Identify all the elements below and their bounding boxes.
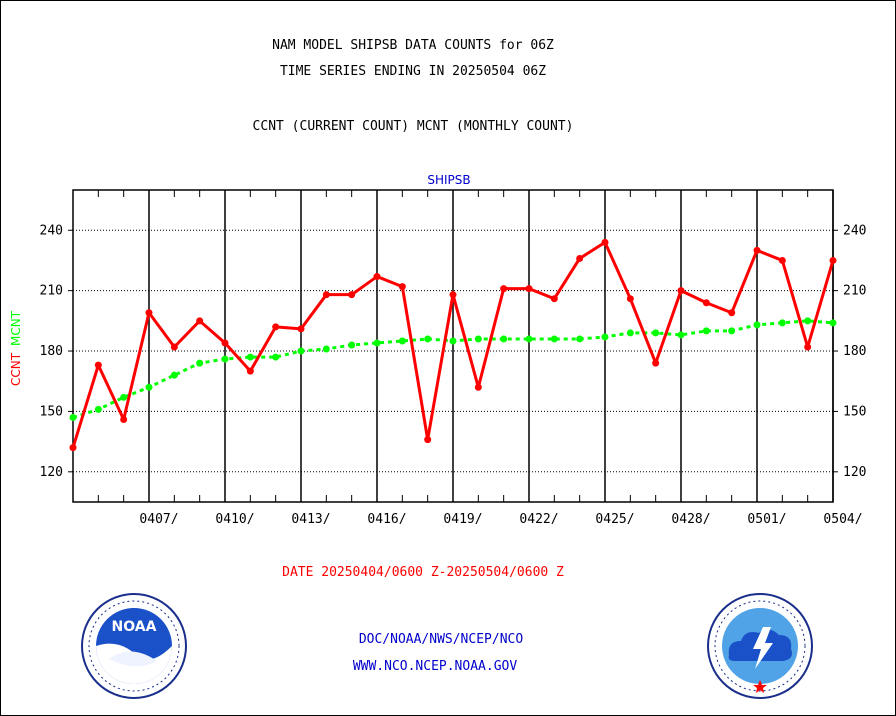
y-axis-label-ccnt: CCNT <box>9 352 23 386</box>
chart-header-line2: TIME SERIES ENDING IN 20250504 06Z <box>279 64 547 79</box>
data-point-ccnt <box>474 383 482 391</box>
data-point-ccnt <box>170 343 178 351</box>
data-point-ccnt <box>550 295 558 303</box>
data-point-mcnt <box>550 335 558 343</box>
data-point-ccnt <box>348 291 356 299</box>
x-tick-label: 0407/ <box>139 512 178 527</box>
x-tick-label: 0416/ <box>367 512 406 527</box>
x-tick-label: 0504/ <box>823 512 862 527</box>
data-point-ccnt <box>196 317 204 325</box>
data-point-ccnt <box>145 309 153 317</box>
data-point-mcnt <box>145 383 153 391</box>
x-tick-label: 0501/ <box>747 512 786 527</box>
data-point-ccnt <box>221 339 229 347</box>
nws-logo <box>707 593 813 699</box>
data-point-ccnt <box>120 415 128 423</box>
data-point-mcnt <box>601 333 609 341</box>
data-point-ccnt <box>652 359 660 367</box>
data-point-mcnt <box>322 345 330 353</box>
y-tick-label-right: 150 <box>843 404 866 419</box>
data-point-mcnt <box>449 337 457 345</box>
data-point-ccnt <box>297 325 305 333</box>
data-point-mcnt <box>804 317 812 325</box>
website-link[interactable]: WWW.NCO.NCEP.NOAA.GOV <box>352 659 518 674</box>
date-range-label: DATE 20250404/0600 Z-20250504/0600 Z <box>282 565 564 580</box>
y-tick-label-right: 240 <box>843 223 866 238</box>
y-tick-label-left: 180 <box>40 344 63 359</box>
data-point-ccnt <box>728 309 736 317</box>
data-point-mcnt <box>500 335 508 343</box>
data-point-mcnt <box>196 359 204 367</box>
data-point-mcnt <box>69 413 77 421</box>
data-point-ccnt <box>829 256 837 264</box>
data-point-mcnt <box>702 327 710 335</box>
x-tick-label: 0425/ <box>595 512 634 527</box>
y-tick-label-left: 210 <box>40 284 63 299</box>
data-point-mcnt <box>373 339 381 347</box>
x-tick-label: 0428/ <box>671 512 710 527</box>
chart-header-line3: CCNT (CURRENT COUNT) MCNT (MONTHLY COUNT… <box>252 119 574 134</box>
x-tick-label: 0422/ <box>519 512 558 527</box>
data-point-mcnt <box>778 319 786 327</box>
data-point-mcnt <box>626 329 634 337</box>
data-point-mcnt <box>221 355 229 363</box>
data-point-ccnt <box>702 299 710 307</box>
data-point-ccnt <box>500 285 508 293</box>
data-point-ccnt <box>601 238 609 246</box>
data-point-ccnt <box>753 246 761 254</box>
x-tick-label: 0413/ <box>291 512 330 527</box>
y-tick-label-right: 210 <box>843 284 866 299</box>
chart-header-line1: NAM MODEL SHIPSB DATA COUNTS for 06Z <box>272 38 554 53</box>
chart-title: SHIPSB <box>427 173 470 187</box>
data-point-mcnt <box>652 329 660 337</box>
y-axis-label-mcnt: MCNT <box>9 310 23 346</box>
y-tick-label-right: 120 <box>843 465 866 480</box>
data-point-ccnt <box>94 361 102 369</box>
data-point-mcnt <box>170 371 178 379</box>
data-point-ccnt <box>322 291 330 299</box>
data-point-mcnt <box>398 337 406 345</box>
data-point-ccnt <box>272 323 280 331</box>
data-point-ccnt <box>449 291 457 299</box>
data-point-ccnt <box>525 285 533 293</box>
org-path-link[interactable]: DOC/NOAA/NWS/NCEP/NCO <box>358 632 524 647</box>
data-point-mcnt <box>348 341 356 349</box>
data-point-ccnt <box>246 367 254 375</box>
data-point-mcnt <box>753 321 761 329</box>
data-point-mcnt <box>576 335 584 343</box>
data-point-ccnt <box>804 343 812 351</box>
data-point-mcnt <box>272 353 280 361</box>
data-point-mcnt <box>728 327 736 335</box>
data-point-mcnt <box>677 331 685 339</box>
data-point-mcnt <box>94 405 102 413</box>
data-point-ccnt <box>69 444 77 452</box>
data-point-ccnt <box>778 256 786 264</box>
data-point-ccnt <box>576 254 584 262</box>
data-point-mcnt <box>474 335 482 343</box>
data-point-mcnt <box>297 347 305 355</box>
y-tick-label-left: 150 <box>40 404 63 419</box>
x-tick-label: 0410/ <box>215 512 254 527</box>
data-point-mcnt <box>246 353 254 361</box>
data-point-mcnt <box>525 335 533 343</box>
noaa-logo: NOAA <box>81 593 187 699</box>
y-tick-label-left: 120 <box>40 465 63 480</box>
data-point-mcnt <box>120 393 128 401</box>
data-point-ccnt <box>626 295 634 303</box>
y-tick-label-right: 180 <box>843 344 866 359</box>
data-point-ccnt <box>424 436 432 444</box>
data-point-mcnt <box>424 335 432 343</box>
data-point-mcnt <box>829 319 837 327</box>
y-tick-label-left: 240 <box>40 223 63 238</box>
x-tick-label: 0419/ <box>443 512 482 527</box>
data-point-ccnt <box>677 287 685 295</box>
noaa-logo-text: NOAA <box>112 619 157 635</box>
data-point-ccnt <box>373 273 381 281</box>
data-point-ccnt <box>398 283 406 291</box>
